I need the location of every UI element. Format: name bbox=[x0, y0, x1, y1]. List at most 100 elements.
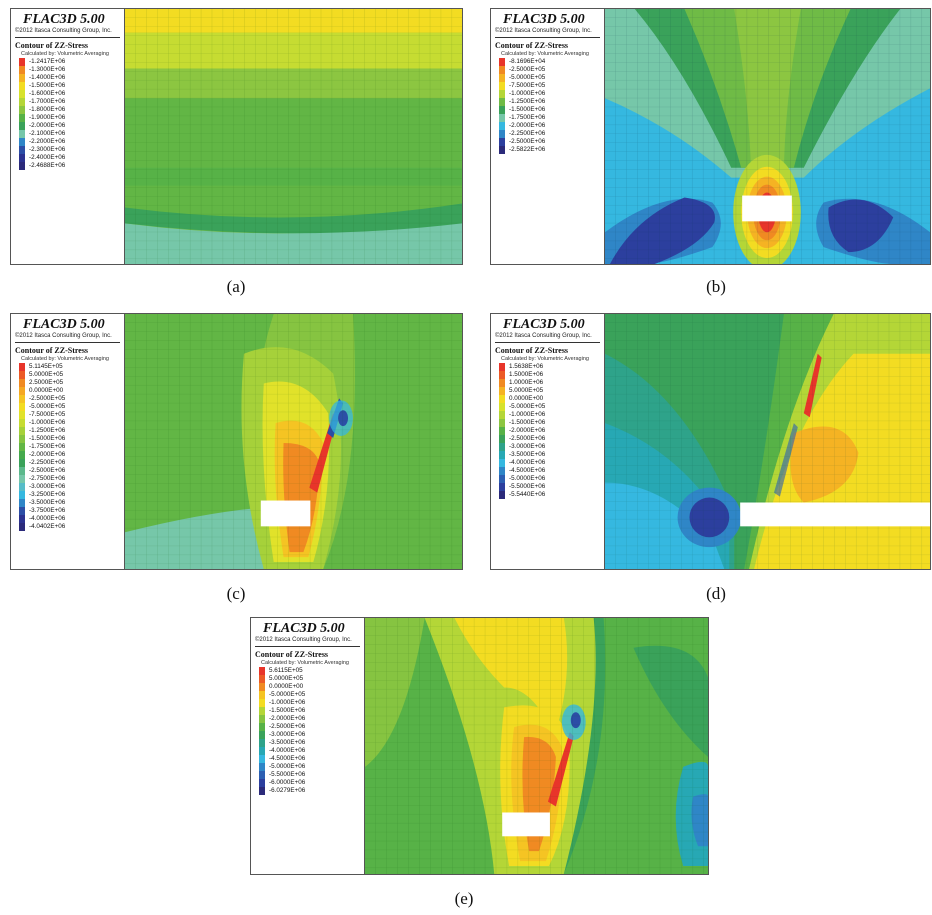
legend-row: -5.0000E+05 bbox=[495, 403, 600, 411]
legend-swatch bbox=[19, 435, 25, 443]
caption-c: (c) bbox=[226, 584, 246, 603]
legend-value: -3.5000E+06 bbox=[509, 451, 546, 458]
software-title: FLAC3D 5.00 bbox=[23, 12, 105, 27]
software-title: FLAC3D 5.00 bbox=[263, 621, 345, 636]
contour-plot-c bbox=[125, 314, 462, 569]
legend-row: -5.5000E+06 bbox=[495, 483, 600, 491]
legend-swatch bbox=[259, 707, 265, 715]
legend-row: 5.6115E+05 bbox=[255, 667, 360, 675]
legend-row: -1.0000E+06 bbox=[255, 699, 360, 707]
legend-swatch bbox=[259, 691, 265, 699]
legend-swatch bbox=[19, 475, 25, 483]
panel-d: FLAC3D 5.00 ©2012 Itasca Consulting Grou… bbox=[490, 313, 931, 570]
legend-swatch bbox=[499, 74, 505, 82]
legend-value: -6.0000E+06 bbox=[269, 779, 306, 786]
legend-value: -3.7500E+06 bbox=[29, 507, 66, 514]
legend-swatch bbox=[19, 395, 25, 403]
legend-row: 1.5000E+06 bbox=[495, 371, 600, 379]
legend-row: -1.5000E+06 bbox=[15, 435, 120, 443]
legend-value: 5.0000E+05 bbox=[509, 387, 544, 394]
legend-b: FLAC3D 5.00 ©2012 Itasca Consulting Grou… bbox=[491, 9, 605, 264]
panel-e: FLAC3D 5.00 ©2012 Itasca Consulting Grou… bbox=[250, 617, 709, 875]
legend-value: -2.3000E+06 bbox=[29, 146, 66, 153]
legend-value: -2.5000E+06 bbox=[509, 138, 546, 145]
legend-rows-c: 5.1145E+05 5.0000E+05 2.5000E+05 0.0000E+00… bbox=[15, 363, 120, 531]
calculated-by: Calculated by: Volumetric Averaging bbox=[21, 356, 109, 362]
legend-row: -3.0000E+06 bbox=[15, 483, 120, 491]
legend-swatch bbox=[19, 90, 25, 98]
legend-row: -2.0000E+06 bbox=[255, 715, 360, 723]
legend-swatch bbox=[499, 106, 505, 114]
legend-row: -7.5000E+05 bbox=[15, 411, 120, 419]
legend-row: -2.5000E+06 bbox=[255, 723, 360, 731]
contour-title: Contour of ZZ-Stress bbox=[255, 650, 329, 659]
legend-value: -2.7500E+06 bbox=[29, 475, 66, 482]
legend-swatch bbox=[19, 507, 25, 515]
copyright-text: ©2012 Itasca Consulting Group, Inc. bbox=[495, 27, 600, 38]
legend-value: -1.2417E+06 bbox=[29, 58, 66, 65]
software-title: FLAC3D 5.00 bbox=[23, 317, 105, 332]
legend-row: -1.0000E+06 bbox=[495, 90, 600, 98]
legend-value: -2.2500E+06 bbox=[29, 459, 66, 466]
legend-swatch bbox=[259, 747, 265, 755]
legend-swatch bbox=[259, 715, 265, 723]
legend-row: -5.5440E+06 bbox=[495, 491, 600, 499]
legend-value: -3.0000E+06 bbox=[269, 731, 306, 738]
legend-row: -3.0000E+06 bbox=[495, 443, 600, 451]
legend-row: -1.6000E+06 bbox=[15, 90, 120, 98]
legend-swatch bbox=[19, 419, 25, 427]
legend-row: -1.0000E+06 bbox=[15, 419, 120, 427]
legend-row: -1.0000E+06 bbox=[495, 411, 600, 419]
legend-swatch bbox=[499, 130, 505, 138]
legend-row: 1.0000E+06 bbox=[495, 379, 600, 387]
legend-row: -1.7500E+06 bbox=[495, 114, 600, 122]
contour-title: Contour of ZZ-Stress bbox=[495, 41, 569, 50]
legend-rows-d: 1.5638E+06 1.5000E+06 1.0000E+06 5.0000E+05… bbox=[495, 363, 600, 499]
legend-a: FLAC3D 5.00 ©2012 Itasca Consulting Grou… bbox=[11, 9, 125, 264]
legend-row: -1.5000E+06 bbox=[495, 419, 600, 427]
legend-value: -2.5000E+05 bbox=[29, 395, 66, 402]
legend-row: -2.5000E+06 bbox=[495, 435, 600, 443]
contour-title: Contour of ZZ-Stress bbox=[15, 346, 89, 355]
legend-value: -1.3000E+06 bbox=[29, 66, 66, 73]
legend-value: -1.7500E+06 bbox=[29, 443, 66, 450]
legend-swatch bbox=[19, 427, 25, 435]
legend-swatch bbox=[259, 731, 265, 739]
contour-plot-b bbox=[605, 9, 930, 264]
contour-plot-e bbox=[365, 618, 708, 874]
legend-row: -2.1000E+06 bbox=[15, 130, 120, 138]
legend-swatch bbox=[499, 363, 505, 371]
legend-swatch bbox=[19, 122, 25, 130]
legend-row: -1.7500E+06 bbox=[15, 443, 120, 451]
legend-swatch bbox=[19, 379, 25, 387]
legend-value: -5.5000E+06 bbox=[269, 771, 306, 778]
legend-row: -2.5000E+06 bbox=[15, 467, 120, 475]
legend-swatch bbox=[19, 138, 25, 146]
legend-value: -5.0000E+06 bbox=[269, 763, 306, 770]
legend-row: -5.0000E+06 bbox=[255, 763, 360, 771]
calculated-by: Calculated by: Volumetric Averaging bbox=[501, 356, 589, 362]
legend-row: -5.0000E+05 bbox=[255, 691, 360, 699]
legend-value: -1.0000E+06 bbox=[509, 411, 546, 418]
legend-value: 5.6115E+05 bbox=[269, 667, 303, 674]
legend-row: 0.0000E+00 bbox=[255, 683, 360, 691]
legend-swatch bbox=[19, 66, 25, 74]
legend-value: -2.0000E+06 bbox=[509, 427, 546, 434]
legend-value: -2.5000E+06 bbox=[269, 723, 306, 730]
legend-e: FLAC3D 5.00 ©2012 Itasca Consulting Grou… bbox=[251, 618, 365, 874]
legend-swatch bbox=[499, 491, 505, 499]
legend-swatch bbox=[499, 82, 505, 90]
legend-swatch bbox=[19, 491, 25, 499]
legend-row: -2.5822E+06 bbox=[495, 146, 600, 154]
legend-row: -1.8000E+06 bbox=[15, 106, 120, 114]
legend-swatch bbox=[19, 98, 25, 106]
legend-rows-b: -8.1696E+04 -2.5000E+05 -5.0000E+05 -7.5000… bbox=[495, 58, 600, 154]
legend-value: -3.5000E+06 bbox=[29, 499, 66, 506]
legend-row: -6.0000E+06 bbox=[255, 779, 360, 787]
legend-swatch bbox=[499, 459, 505, 467]
legend-row: -2.4688E+06 bbox=[15, 162, 120, 170]
caption-d: (d) bbox=[706, 584, 726, 603]
legend-value: -2.2000E+06 bbox=[29, 138, 66, 145]
legend-swatch bbox=[19, 114, 25, 122]
legend-swatch bbox=[19, 403, 25, 411]
